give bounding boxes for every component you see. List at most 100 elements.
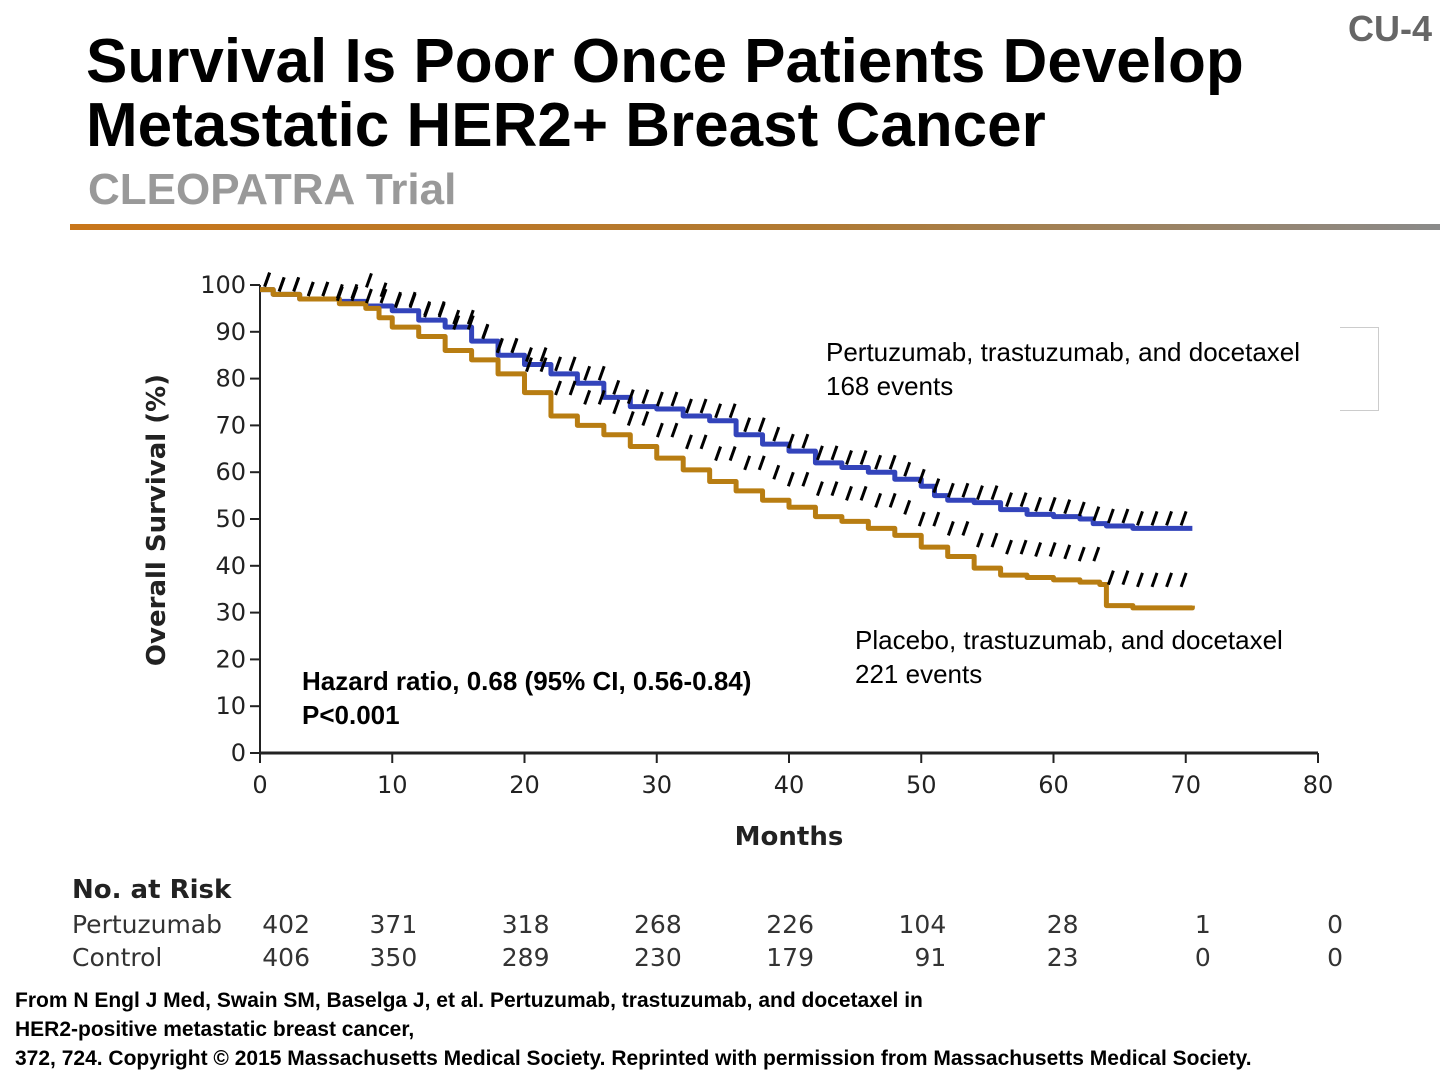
- series-1-label: Pertuzumab, trastuzumab, and docetaxel: [826, 337, 1300, 367]
- censor-mark: [874, 492, 883, 508]
- citation-footer: From N Engl J Med, Swain SM, Baselga J, …: [15, 986, 1435, 1073]
- censor-mark: [1179, 510, 1188, 526]
- censor-mark: [655, 391, 664, 407]
- censor-mark: [743, 455, 752, 471]
- censor-mark: [932, 478, 941, 494]
- y-tick-label: 10: [215, 692, 246, 720]
- y-tick-label: 50: [215, 505, 246, 533]
- censor-mark: [903, 499, 912, 515]
- y-tick-label: 100: [200, 271, 246, 299]
- censor-mark: [597, 389, 606, 405]
- risk-value: 0: [1327, 943, 1343, 972]
- censor-mark: [845, 450, 853, 466]
- censor-mark: [335, 286, 344, 302]
- censor-mark: [554, 356, 562, 372]
- censor-mark: [714, 403, 722, 419]
- y-tick-label: 90: [215, 318, 246, 346]
- censor-mark: [466, 315, 475, 331]
- title-line-2: Metastatic HER2+ Breast Cancer: [86, 91, 1046, 160]
- censor-mark: [277, 276, 286, 292]
- risk-value: 179: [766, 943, 814, 972]
- censor-mark: [292, 276, 301, 292]
- censor-mark: [568, 380, 577, 396]
- risk-value: 402: [262, 910, 310, 939]
- censor-mark: [597, 365, 606, 381]
- censor-mark: [976, 485, 984, 501]
- censor-mark: [306, 281, 315, 297]
- y-ticks: 0 10 20 30 40 50 60 70 80 90 100: [200, 271, 260, 767]
- y-tick-label: 70: [215, 411, 246, 439]
- censor-mark: [525, 357, 533, 373]
- x-tick-label: 80: [1303, 771, 1334, 799]
- slide-id: CU-4: [1347, 8, 1432, 49]
- censor-mark: [1034, 541, 1043, 558]
- series-2-events: 221 events: [855, 659, 982, 689]
- x-tick-label: 20: [509, 771, 540, 799]
- x-tick-label: 60: [1038, 771, 1069, 799]
- censor-mark: [495, 338, 504, 354]
- censor-mark: [714, 446, 722, 462]
- censor-mark: [1063, 499, 1072, 515]
- censor-mark: [437, 300, 446, 316]
- censor-mark: [626, 389, 635, 405]
- censor-mark: [757, 417, 766, 433]
- censor-mark: [1092, 546, 1101, 562]
- censor-mark: [452, 309, 461, 325]
- censor-mark: [1165, 572, 1173, 588]
- censor-mark: [1179, 572, 1188, 588]
- censor-mark: [743, 417, 752, 433]
- page-title: Survival Is Poor Once Patients Develop M…: [86, 30, 1336, 158]
- censor-mark: [481, 324, 490, 340]
- censor-mark: [786, 471, 795, 487]
- censor-mark: [612, 399, 621, 415]
- censor-mark: [452, 315, 461, 331]
- risk-value: 406: [262, 943, 310, 972]
- censor-mark: [845, 485, 853, 501]
- risk-value: 91: [914, 943, 947, 972]
- risk-value: 28: [1046, 910, 1079, 939]
- censor-mark: [757, 455, 766, 471]
- censor-mark: [917, 511, 926, 527]
- y-tick-label: 80: [215, 365, 246, 393]
- censor-mark: [263, 272, 272, 288]
- risk-value: 350: [369, 943, 418, 972]
- risk-value: 0: [1194, 943, 1211, 972]
- censor-mark: [1077, 546, 1086, 562]
- censor-mark: [772, 464, 781, 480]
- x-tick-label: 0: [252, 771, 267, 799]
- censor-mark: [946, 520, 955, 536]
- censor-mark: [888, 454, 897, 470]
- censor-mark: [510, 338, 519, 354]
- risk-table-title: No. at Risk: [72, 875, 232, 905]
- censor-mark: [786, 433, 795, 449]
- censor-mark: [816, 481, 824, 497]
- censor-mark: [350, 286, 359, 302]
- censor-mark: [1106, 570, 1115, 586]
- risk-value: 289: [501, 943, 550, 972]
- censor-mark: [1063, 544, 1072, 560]
- censor-mark: [583, 365, 592, 381]
- censor-mark: [816, 445, 824, 461]
- risk-value: 318: [501, 910, 550, 939]
- censor-mark: [961, 482, 970, 498]
- y-tick-label: 0: [231, 739, 246, 767]
- page-subtitle: CLEOPATRA Trial: [88, 165, 457, 214]
- censor-mark: [976, 532, 984, 548]
- censor-mark: [568, 356, 577, 372]
- censor-mark: [859, 450, 868, 466]
- censor-mark: [946, 482, 955, 498]
- censor-mark: [612, 379, 621, 395]
- risk-value: 104: [898, 910, 947, 939]
- censor-mark: [626, 410, 635, 426]
- censor-mark: [365, 288, 373, 304]
- censor-mark: [1019, 492, 1028, 508]
- risk-row-label-control: Control: [72, 943, 163, 972]
- censor-mark: [1136, 572, 1144, 588]
- series-1-events: 168 events: [826, 371, 953, 401]
- censor-mark: [1150, 510, 1159, 526]
- citation-line-2: HER2-positive metastatic breast cancer,: [15, 1018, 415, 1041]
- risk-value: 0: [1327, 910, 1343, 939]
- censor-mark: [641, 389, 650, 405]
- censor-mark: [830, 481, 839, 497]
- y-tick-label: 60: [215, 458, 246, 486]
